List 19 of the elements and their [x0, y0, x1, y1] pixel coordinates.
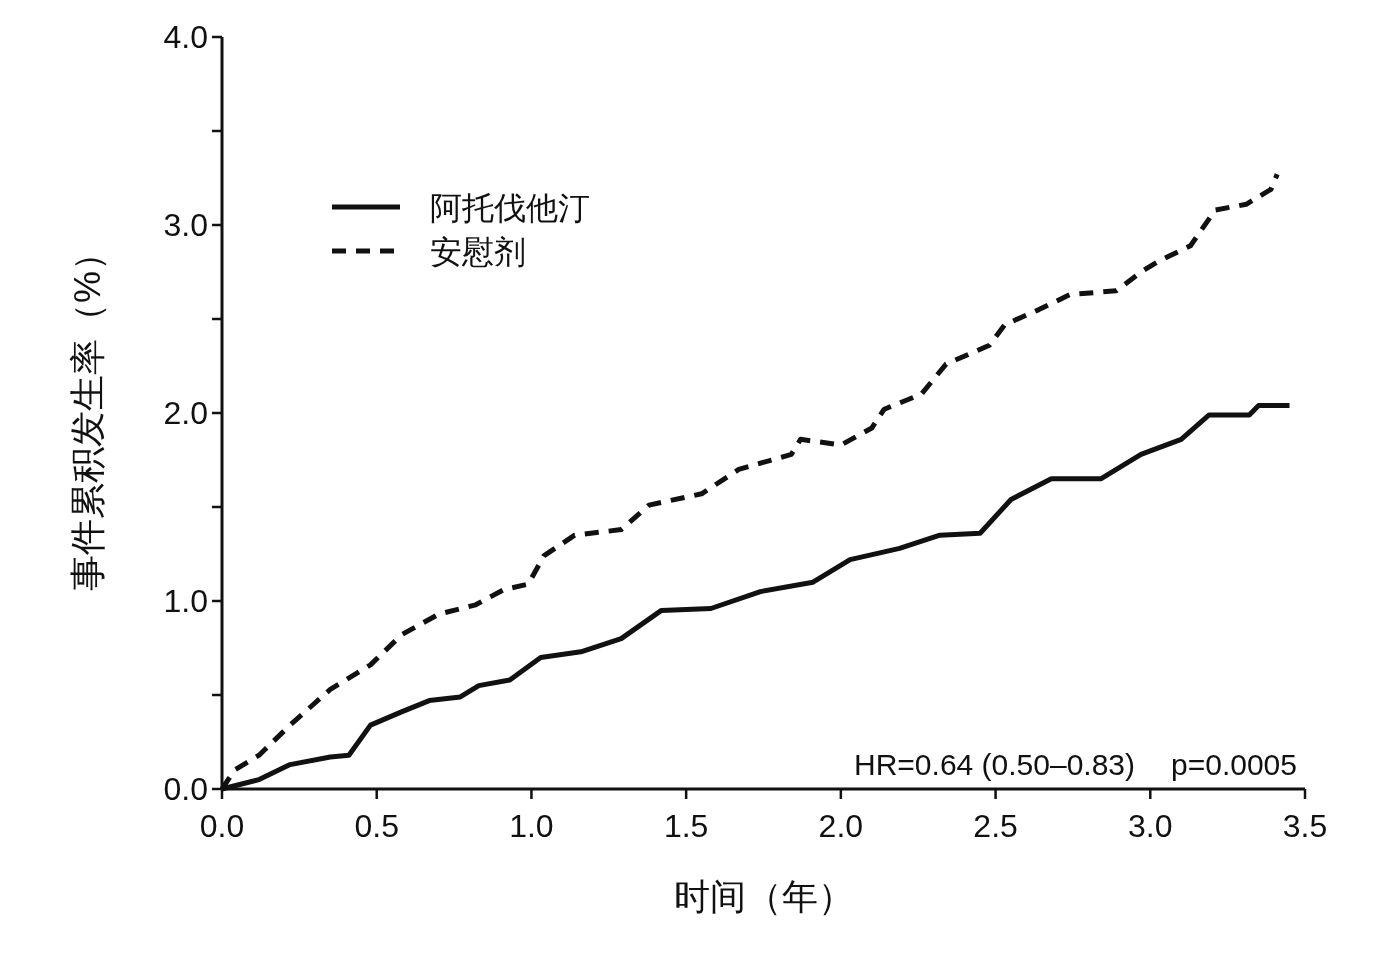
y-tick-label: 2.0	[163, 395, 208, 431]
x-tick-label: 1.5	[663, 808, 709, 844]
annotation: HR=0.64 (0.50–0.83)	[854, 748, 1136, 781]
x-tick-label: 2.0	[818, 808, 864, 844]
legend-label: 安慰剂	[430, 234, 526, 270]
y-tick-label: 3.0	[163, 207, 208, 243]
x-tick-label: 0.0	[199, 808, 245, 844]
y-tick-label: 1.0	[163, 583, 208, 619]
y-axis-title: 事件累积发生率（%）	[67, 234, 108, 592]
x-tick-label: 3.0	[1128, 808, 1173, 844]
y-tick-label: 4.0	[163, 19, 208, 55]
legend-label: 阿托伐他汀	[430, 190, 590, 226]
y-tick-label: 0.0	[163, 771, 208, 807]
x-tick-label: 2.5	[973, 808, 1018, 844]
x-tick-label: 3.5	[1282, 808, 1328, 844]
x-axis-title: 时间（年）	[673, 876, 854, 917]
x-tick-label: 1.0	[509, 808, 554, 844]
annotation: p=0.0005	[1171, 748, 1297, 781]
x-tick-label: 0.5	[354, 808, 399, 844]
